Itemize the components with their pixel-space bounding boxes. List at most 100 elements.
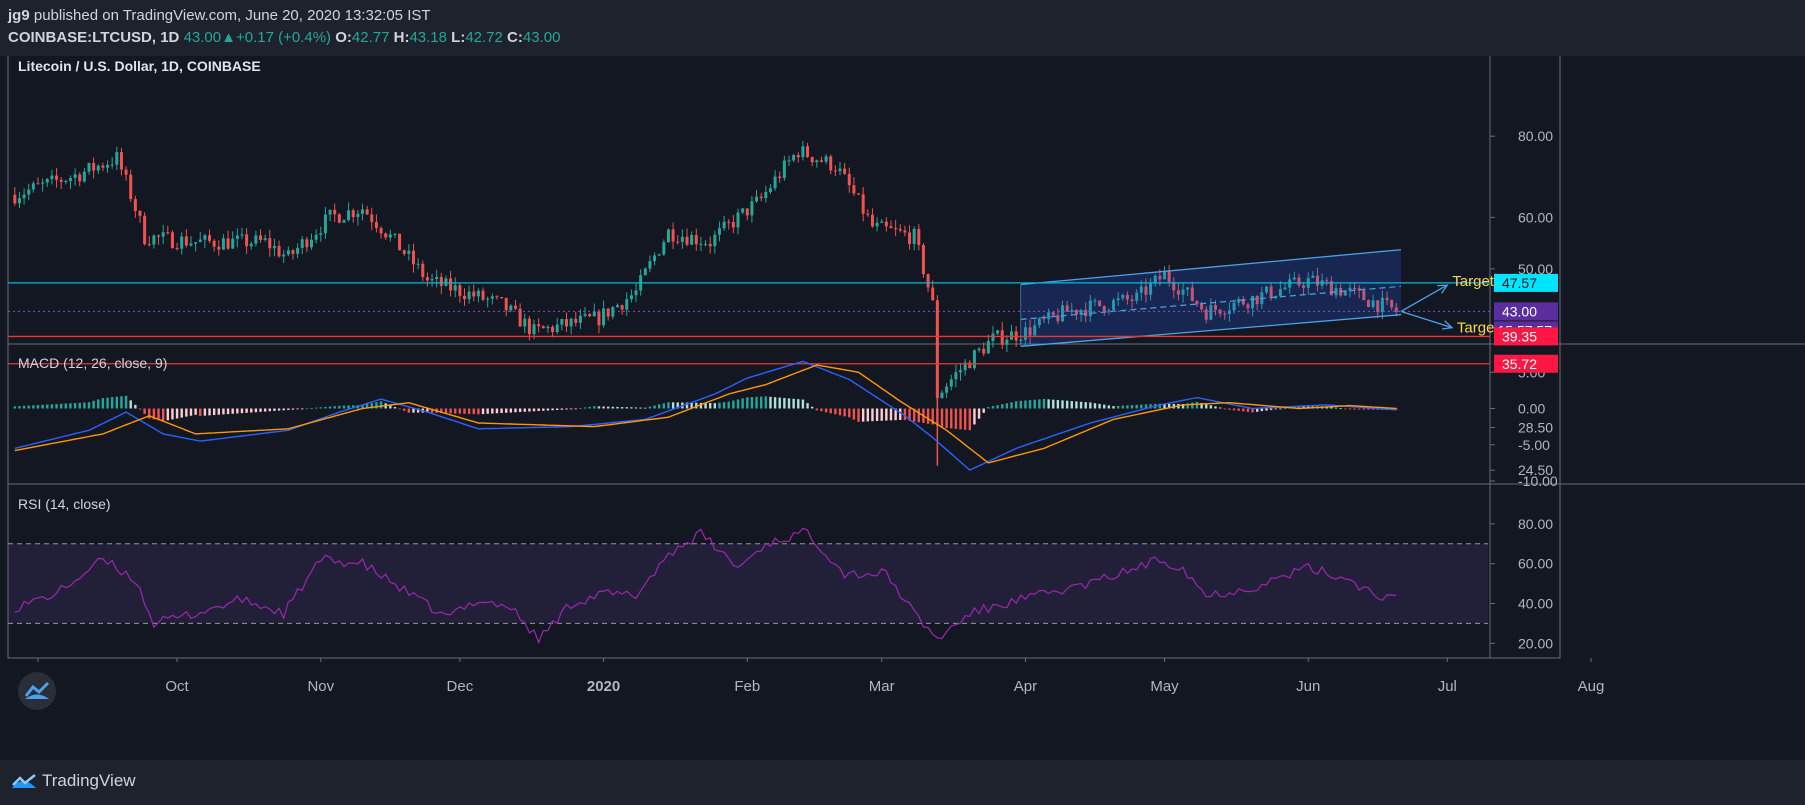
macd-histogram-bar xyxy=(477,408,480,415)
candle-body xyxy=(1005,339,1009,345)
candle-body xyxy=(500,297,504,299)
candle-body xyxy=(1153,275,1157,283)
candle-body xyxy=(615,305,619,308)
candle-body xyxy=(843,168,847,174)
candle-body xyxy=(602,308,606,326)
macd-histogram-bar xyxy=(574,408,577,410)
candle-body xyxy=(194,242,198,244)
chart-background xyxy=(0,56,1805,760)
macd-histogram-bar xyxy=(83,402,86,409)
macd-histogram-bar xyxy=(454,408,457,414)
macd-histogram-bar xyxy=(560,408,564,410)
candle-body xyxy=(815,160,819,163)
macd-histogram-bar xyxy=(602,406,605,409)
macd-histogram-bar xyxy=(361,404,364,409)
macd-histogram-bar xyxy=(1274,408,1277,410)
candle-body xyxy=(870,214,874,227)
candle-body xyxy=(727,221,731,223)
macd-histogram-bar xyxy=(644,407,647,409)
candle-body xyxy=(717,228,721,235)
candle-body xyxy=(1353,287,1357,289)
candle-body xyxy=(708,243,712,247)
candle-body xyxy=(611,307,615,317)
candle-body xyxy=(643,268,647,276)
candle-body xyxy=(1204,309,1208,320)
candle-body xyxy=(384,233,388,238)
macd-histogram-bar xyxy=(968,408,971,431)
macd-histogram-bar xyxy=(959,408,962,430)
chart-logo-button[interactable] xyxy=(18,672,56,710)
candle-body xyxy=(880,221,884,223)
macd-histogram-bar xyxy=(741,398,744,409)
macd-histogram-bar xyxy=(1116,405,1120,409)
macd-histogram-bar xyxy=(885,408,888,421)
candle-body xyxy=(954,372,958,380)
macd-histogram-bar xyxy=(945,408,948,428)
macd-histogram-bar xyxy=(852,408,856,420)
candle-body xyxy=(1329,281,1333,296)
candle-body xyxy=(1125,295,1129,300)
macd-histogram-bar xyxy=(1334,407,1338,409)
candle-body xyxy=(801,146,805,158)
candle-body xyxy=(402,250,406,254)
candle-body xyxy=(1116,298,1120,301)
macd-histogram-bar xyxy=(769,396,772,409)
candle-body xyxy=(486,298,490,300)
macd-histogram-bar xyxy=(407,408,411,413)
rsi-axis-label: 80.00 xyxy=(1518,516,1553,532)
macd-histogram-bar xyxy=(287,408,290,410)
candle-body xyxy=(1343,290,1347,296)
macd-histogram-bar xyxy=(1279,408,1282,410)
candle-body xyxy=(551,326,555,333)
macd-histogram-bar xyxy=(987,407,990,409)
macd-histogram-bar xyxy=(1075,401,1078,409)
macd-histogram-bar xyxy=(1353,408,1356,410)
publisher-name[interactable]: jg9 xyxy=(8,7,30,24)
last-price: 43.00 xyxy=(183,29,222,46)
candle-body xyxy=(912,228,916,244)
candle-body xyxy=(268,238,272,249)
candle-body xyxy=(101,165,105,168)
macd-histogram-bar xyxy=(342,405,346,409)
open-value: 42.77 xyxy=(351,29,390,46)
macd-histogram-bar xyxy=(97,399,100,409)
macd-histogram-bar xyxy=(1065,400,1069,409)
candle-body xyxy=(217,246,221,250)
candle-body xyxy=(476,290,480,297)
macd-histogram-bar xyxy=(491,408,494,414)
macd-histogram-bar xyxy=(1330,407,1333,409)
price-pane-title: Litecoin / U.S. Dollar, 1D, COINBASE xyxy=(18,58,261,74)
macd-histogram-bar xyxy=(263,408,267,412)
macd-histogram-bar xyxy=(46,404,49,409)
macd-histogram-bar xyxy=(1256,408,1259,412)
candle-body xyxy=(778,176,782,179)
macd-histogram-bar xyxy=(1260,408,1264,412)
candle-body xyxy=(1278,289,1282,296)
macd-histogram-bar xyxy=(764,396,768,409)
macd-histogram-bar xyxy=(625,407,628,409)
macd-histogram-bar xyxy=(440,408,443,413)
macd-histogram-bar xyxy=(797,399,800,409)
candle-body xyxy=(1093,300,1097,302)
candle-body xyxy=(908,232,912,244)
tradingview-footer-icon xyxy=(12,774,36,788)
macd-histogram-bar xyxy=(1232,408,1236,411)
rsi-line xyxy=(14,527,1397,645)
symbol[interactable]: COINBASE:LTCUSD, 1D xyxy=(8,29,180,46)
close-label: C: xyxy=(507,29,523,46)
candle-body xyxy=(648,261,652,269)
macd-histogram-bar xyxy=(1186,403,1189,409)
macd-histogram-bar xyxy=(78,402,81,409)
candle-body xyxy=(1366,300,1370,308)
candle-body xyxy=(1176,290,1180,295)
candle-body xyxy=(755,196,759,202)
up-triangle-icon: ▲ xyxy=(221,29,236,46)
candle-body xyxy=(184,236,188,246)
macd-histogram-bar xyxy=(347,405,350,409)
candle-body xyxy=(240,234,244,236)
footer-brand[interactable]: TradingView xyxy=(42,771,136,790)
candle-body xyxy=(657,254,661,256)
candle-body xyxy=(351,210,355,218)
candle-body xyxy=(1102,305,1106,312)
